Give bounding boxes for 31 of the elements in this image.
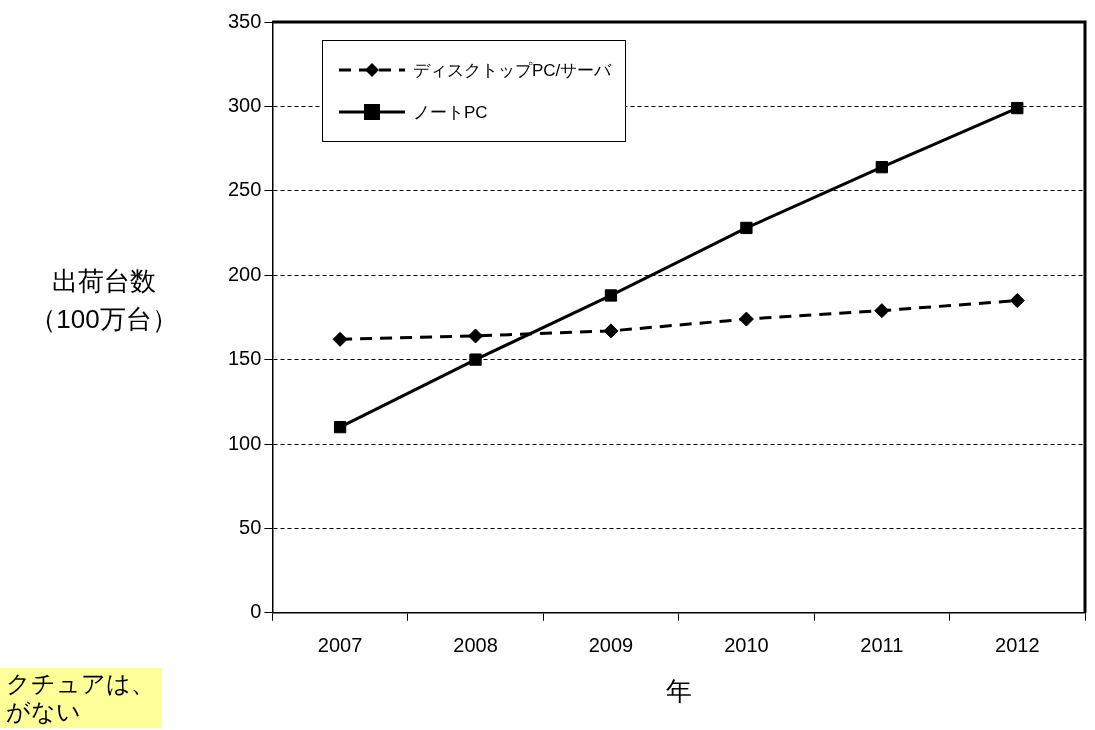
x-tick-label: 2007 [317,634,363,657]
y-tick-label: 200 [227,262,262,285]
point [604,289,618,302]
point [603,323,619,339]
x-axis-title: 年 [665,675,692,706]
x-tick-label: 2010 [724,634,769,657]
y-tick-label: 250 [227,178,262,201]
point [468,328,484,344]
y-tick-label: 350 [227,9,262,32]
point [874,303,890,319]
point [738,311,754,327]
x-tick-label: 2009 [588,634,634,657]
y-axis-title: 出荷台数（100万台） [29,265,179,336]
x-tick-label: 2008 [453,634,498,657]
point [333,420,347,434]
y-tick-label: 150 [227,347,262,370]
text: クチュアは、がない [0,668,162,728]
point [1009,293,1025,309]
point [875,161,888,174]
legend-label: ディスクトップPC/サーバ [413,59,612,82]
point [1011,101,1024,115]
y-tick-label: 100 [227,431,262,454]
point [469,353,482,366]
y-tick-label: 0 [250,600,262,623]
legend-label: ノートPC [413,101,488,124]
point [740,221,753,235]
point [332,331,348,347]
y-tick-label: 300 [227,93,262,116]
x-tick-label: 2012 [995,634,1040,657]
x-tick-label: 2011 [860,634,904,657]
y-tick-label: 50 [239,515,262,538]
